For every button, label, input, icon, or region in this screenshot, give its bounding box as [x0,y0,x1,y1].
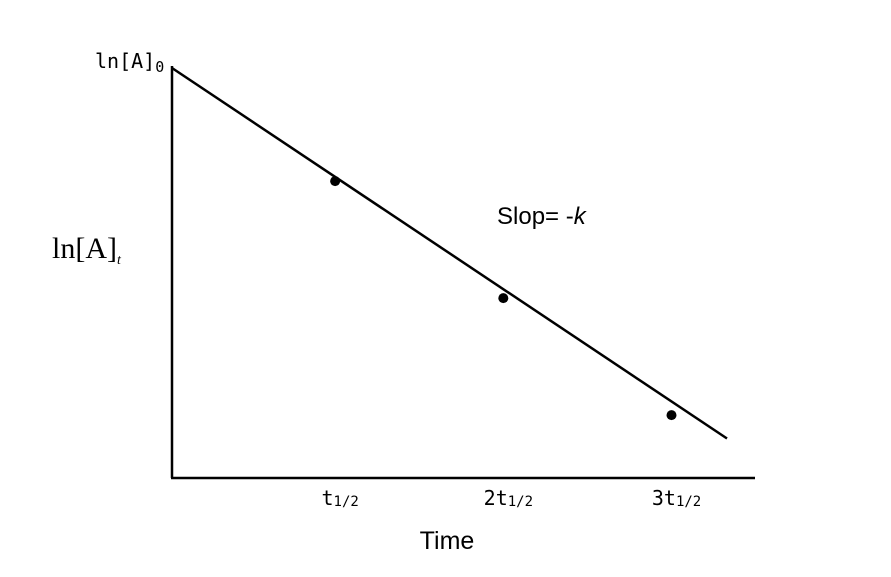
y-start-label: ln[A]0 [95,49,164,76]
series-line [171,66,728,440]
y-axis-label: ln[A]t [52,232,122,268]
x-tick-label-1: t1/2 [322,486,359,510]
data-point-1 [330,176,341,187]
x-tick-label-3: 3t1/2 [652,486,701,510]
x-tick-labels: t1/2 2t1/2 3t1/2 [322,486,702,510]
y-start-label-sub: 0 [155,58,164,76]
x-tick-label-2: 2t1/2 [484,486,533,510]
data-point-2 [498,293,509,304]
slope-symbol: k [574,203,588,230]
slope-annotation: Slop= -k [497,203,588,230]
y-axis-label-sub: t [117,253,122,268]
x-axis-label: Time [420,527,475,555]
data-points [330,176,677,421]
data-point-3 [666,410,677,421]
